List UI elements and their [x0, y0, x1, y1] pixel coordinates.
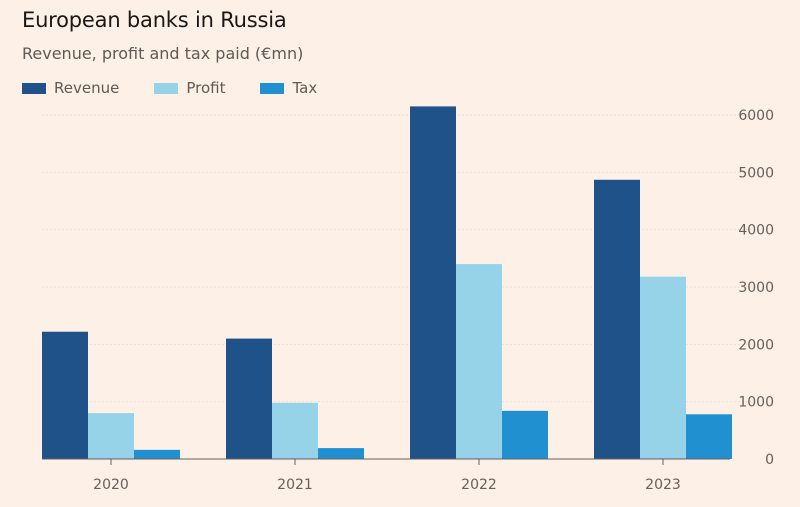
x-tick-label: 2020	[93, 477, 129, 493]
y-tick-label: 2000	[738, 337, 774, 353]
chart-subtitle: Revenue, profit and tax paid (€mn)	[22, 44, 304, 63]
legend-label-tax: Tax	[292, 79, 318, 97]
legend: Revenue Profit Tax	[22, 79, 352, 97]
bars	[42, 106, 732, 460]
bar-revenue-2020	[42, 331, 88, 459]
y-tick-label: 3000	[738, 280, 774, 296]
legend-label-profit: Profit	[186, 79, 226, 97]
bar-profit-2022	[456, 264, 502, 459]
legend-swatch-revenue	[22, 82, 46, 94]
x-tick-label: 2022	[461, 477, 497, 493]
y-tick-label: 5000	[738, 165, 774, 181]
x-axis-ticks: 2020 2021 2022 2023	[93, 459, 681, 493]
bar-profit-2023	[640, 276, 686, 459]
bar-tax-2023	[686, 414, 732, 459]
y-tick-label: 1000	[738, 395, 774, 411]
x-tick-label: 2021	[277, 477, 313, 493]
legend-item-revenue: Revenue	[22, 79, 119, 97]
bar-profit-2021	[272, 402, 318, 459]
y-tick-label: 4000	[738, 223, 774, 239]
chart-title: European banks in Russia	[22, 8, 287, 32]
bar-revenue-2023	[594, 179, 640, 459]
bar-tax-2022	[502, 410, 548, 459]
x-tick-label: 2023	[645, 477, 681, 493]
legend-swatch-tax	[260, 82, 285, 94]
legend-swatch-profit	[154, 82, 179, 94]
y-tick-label: 6000	[738, 108, 774, 124]
legend-label-revenue: Revenue	[54, 79, 120, 97]
bar-tax-2020	[134, 449, 180, 459]
legend-item-profit: Profit	[154, 79, 225, 97]
gridlines	[42, 114, 770, 403]
bar-tax-2021	[318, 448, 364, 459]
bar-revenue-2021	[226, 338, 272, 459]
bar-revenue-2022	[410, 106, 456, 460]
y-axis-ticks: 0 1000 2000 3000 4000 5000 6000	[738, 108, 774, 468]
bar-profit-2020	[88, 413, 134, 459]
legend-item-tax: Tax	[260, 79, 317, 97]
y-tick-label: 0	[765, 452, 774, 468]
